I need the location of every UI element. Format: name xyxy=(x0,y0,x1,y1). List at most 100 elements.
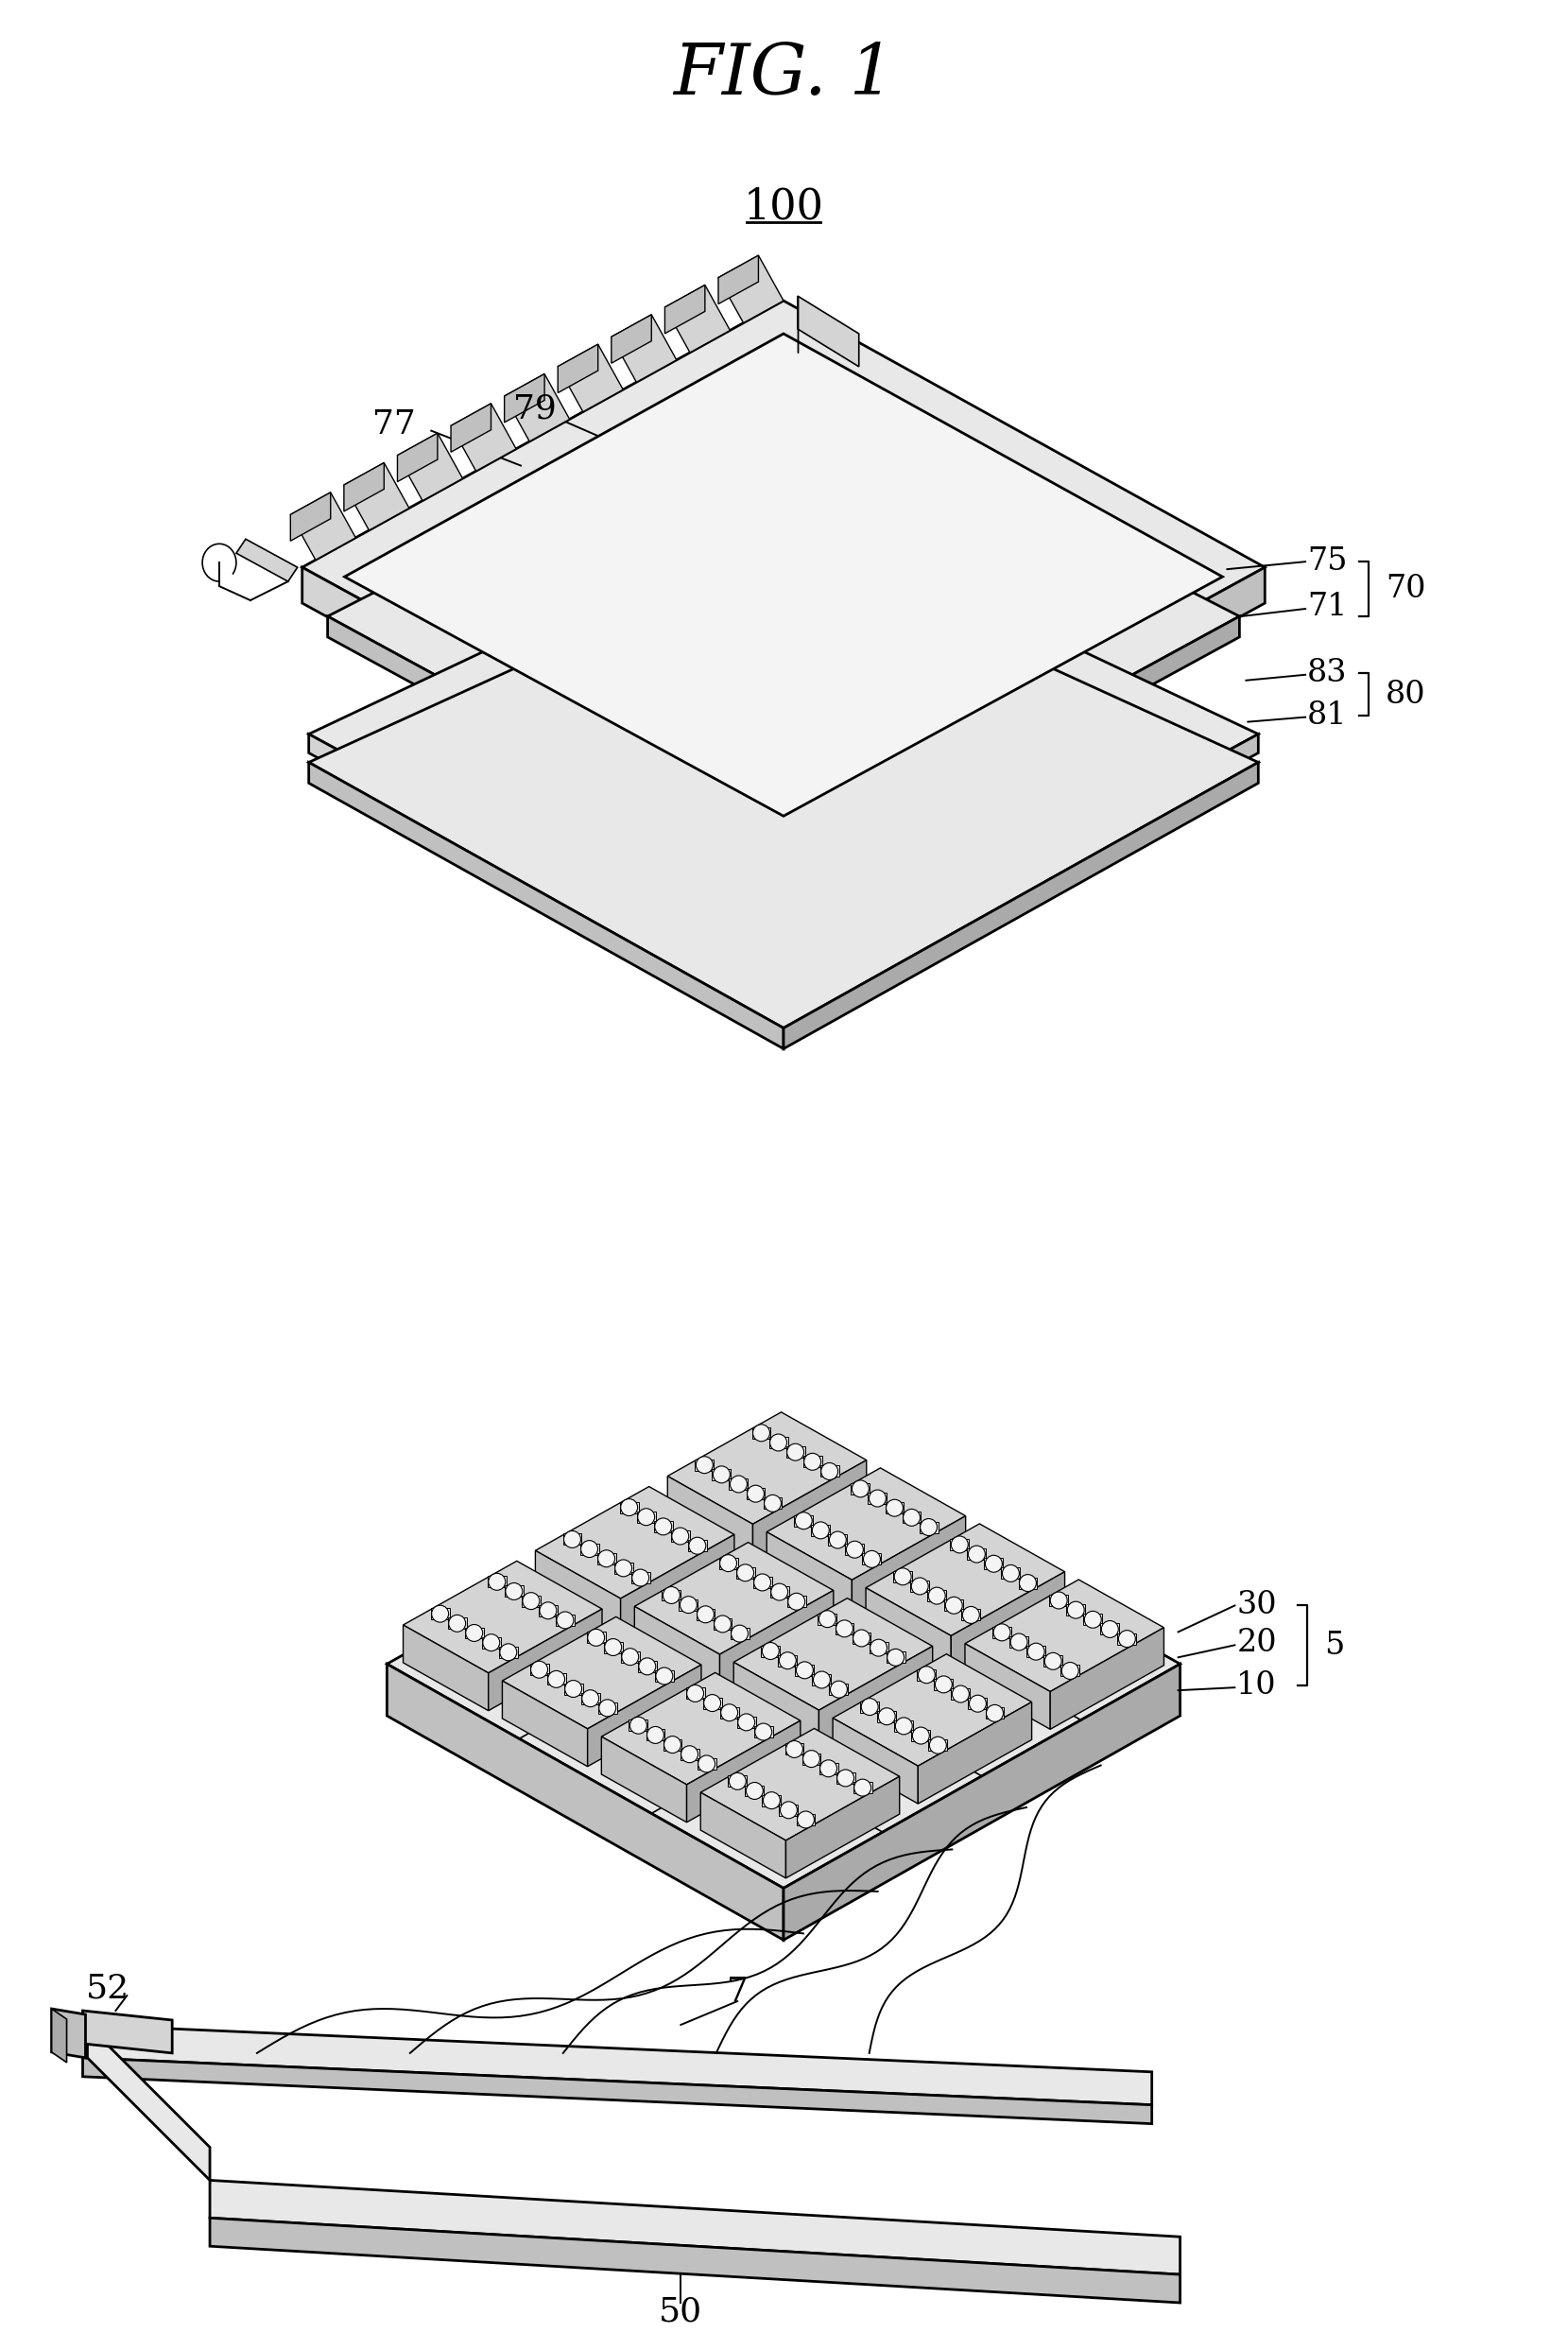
Polygon shape xyxy=(728,1777,746,1786)
Circle shape xyxy=(564,1530,580,1549)
Polygon shape xyxy=(851,1633,870,1645)
Polygon shape xyxy=(767,1532,851,1617)
Polygon shape xyxy=(695,1459,713,1471)
Circle shape xyxy=(615,1560,632,1577)
Polygon shape xyxy=(448,1617,467,1629)
Polygon shape xyxy=(638,1661,657,1673)
Circle shape xyxy=(448,1614,466,1631)
Polygon shape xyxy=(687,1720,800,1821)
Text: 83: 83 xyxy=(1308,658,1347,689)
Circle shape xyxy=(489,1572,505,1591)
Circle shape xyxy=(630,1718,648,1734)
Circle shape xyxy=(969,1694,986,1713)
Polygon shape xyxy=(403,1624,488,1711)
Polygon shape xyxy=(387,1441,1181,1887)
Polygon shape xyxy=(746,1488,765,1499)
Polygon shape xyxy=(753,1459,867,1563)
Circle shape xyxy=(1062,1661,1079,1680)
Polygon shape xyxy=(718,256,784,322)
Circle shape xyxy=(786,1741,803,1758)
Circle shape xyxy=(605,1638,621,1657)
Polygon shape xyxy=(878,1711,897,1723)
Polygon shape xyxy=(563,1535,582,1544)
Polygon shape xyxy=(734,1661,818,1748)
Polygon shape xyxy=(964,1643,1051,1730)
Polygon shape xyxy=(853,1781,872,1793)
Circle shape xyxy=(522,1593,539,1610)
Polygon shape xyxy=(558,343,622,411)
Circle shape xyxy=(764,1495,781,1511)
Polygon shape xyxy=(505,1586,524,1598)
Polygon shape xyxy=(387,1664,784,1941)
Polygon shape xyxy=(784,566,1265,867)
Circle shape xyxy=(1027,1643,1044,1659)
Polygon shape xyxy=(345,334,1223,815)
Polygon shape xyxy=(762,1795,781,1807)
Circle shape xyxy=(713,1466,731,1483)
Polygon shape xyxy=(811,1525,829,1537)
Polygon shape xyxy=(612,315,676,383)
Polygon shape xyxy=(602,1673,800,1784)
Circle shape xyxy=(681,1746,698,1762)
Polygon shape xyxy=(83,2012,172,2054)
Circle shape xyxy=(836,1619,853,1638)
Circle shape xyxy=(431,1605,448,1622)
Polygon shape xyxy=(798,296,859,367)
Polygon shape xyxy=(718,1558,737,1570)
Polygon shape xyxy=(397,432,437,482)
Polygon shape xyxy=(535,1551,621,1636)
Circle shape xyxy=(737,1565,754,1582)
Circle shape xyxy=(1044,1652,1062,1668)
Polygon shape xyxy=(784,733,1258,1010)
Polygon shape xyxy=(737,1716,756,1727)
Circle shape xyxy=(638,1657,655,1676)
Circle shape xyxy=(748,1485,764,1502)
Circle shape xyxy=(869,1490,886,1506)
Polygon shape xyxy=(582,1692,601,1704)
Polygon shape xyxy=(597,1553,616,1565)
Polygon shape xyxy=(753,1426,771,1438)
Polygon shape xyxy=(862,1553,881,1565)
Circle shape xyxy=(688,1537,706,1553)
Polygon shape xyxy=(1051,1629,1163,1730)
Polygon shape xyxy=(464,1626,483,1638)
Polygon shape xyxy=(760,1645,779,1657)
Polygon shape xyxy=(52,2009,86,2059)
Polygon shape xyxy=(679,1598,698,1610)
Polygon shape xyxy=(768,1436,787,1448)
Polygon shape xyxy=(597,1701,616,1713)
Polygon shape xyxy=(488,1577,506,1586)
Circle shape xyxy=(855,1779,872,1795)
Polygon shape xyxy=(665,284,706,334)
Circle shape xyxy=(704,1694,721,1711)
Circle shape xyxy=(729,1772,746,1791)
Circle shape xyxy=(913,1727,930,1744)
Polygon shape xyxy=(820,1466,839,1476)
Polygon shape xyxy=(828,1535,847,1546)
Polygon shape xyxy=(309,545,1258,1027)
Polygon shape xyxy=(1083,1614,1102,1626)
Polygon shape xyxy=(851,1516,966,1617)
Polygon shape xyxy=(630,1572,649,1584)
Polygon shape xyxy=(602,1737,687,1821)
Polygon shape xyxy=(713,1619,732,1629)
Circle shape xyxy=(1101,1622,1118,1638)
Text: 30: 30 xyxy=(1237,1591,1276,1622)
Polygon shape xyxy=(309,510,1258,992)
Polygon shape xyxy=(397,432,463,501)
Polygon shape xyxy=(969,1699,988,1708)
Circle shape xyxy=(894,1567,911,1584)
Text: 80: 80 xyxy=(1386,679,1425,710)
Circle shape xyxy=(946,1598,963,1614)
Text: FIG. 1: FIG. 1 xyxy=(673,40,894,108)
Text: 52: 52 xyxy=(86,1972,130,2005)
Circle shape xyxy=(547,1671,564,1687)
Polygon shape xyxy=(681,1748,699,1760)
Polygon shape xyxy=(685,1687,704,1699)
Circle shape xyxy=(851,1480,869,1497)
Polygon shape xyxy=(452,404,491,451)
Polygon shape xyxy=(619,1502,638,1513)
Circle shape xyxy=(771,1584,787,1600)
Polygon shape xyxy=(784,761,1258,1048)
Circle shape xyxy=(789,1593,804,1610)
